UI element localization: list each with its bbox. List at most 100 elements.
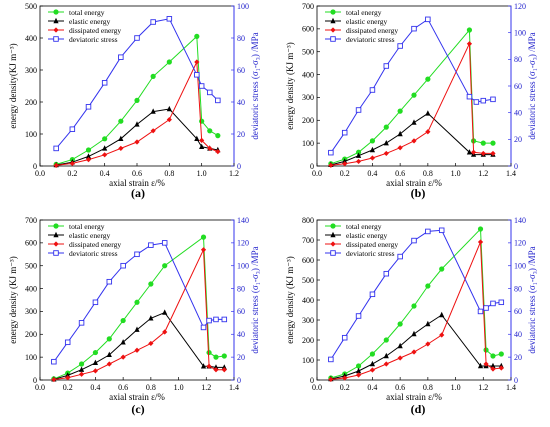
- data-point: [466, 41, 473, 47]
- y-tick-label: 300: [25, 66, 37, 75]
- data-point: [477, 362, 484, 369]
- x-tick-label: 0.0: [35, 169, 45, 178]
- data-point: [498, 299, 505, 306]
- x-axis-label: axial strain ε/%: [386, 392, 442, 402]
- series-dissipated-energy: [328, 41, 496, 168]
- y2-tick-label: 60: [237, 307, 245, 316]
- y-axis-label: energy density (KJ m⁻³): [285, 256, 295, 344]
- x-tick-label: 1.0: [197, 169, 207, 178]
- data-point: [215, 149, 221, 155]
- series-deviatoric-stress: [328, 16, 496, 156]
- data-point: [490, 300, 496, 307]
- y2-tick-label: 80: [237, 34, 245, 43]
- data-point: [397, 342, 403, 349]
- series-dissipated-energy: [328, 239, 504, 382]
- data-point: [425, 110, 431, 116]
- x-tick-label: 0.4: [100, 169, 110, 178]
- x-tick-label: 0.4: [367, 383, 377, 392]
- data-point: [206, 317, 212, 324]
- x-axis-label: axial strain ε/%: [386, 178, 442, 188]
- data-point: [148, 281, 154, 287]
- data-point: [383, 337, 389, 343]
- data-point: [397, 355, 403, 361]
- data-point: [102, 136, 108, 142]
- series-dissipated-energy: [51, 247, 227, 383]
- x-axis-label: axial strain ε/%: [109, 178, 165, 188]
- data-point: [194, 33, 200, 40]
- legend-label: dissipated energy: [69, 26, 121, 35]
- data-point: [397, 321, 403, 327]
- data-point: [92, 368, 99, 374]
- x-tick-label: 1.2: [478, 169, 488, 178]
- legend-marker: [330, 231, 336, 238]
- data-point: [78, 371, 85, 377]
- data-point: [483, 347, 489, 353]
- data-point: [369, 146, 376, 153]
- data-point: [480, 97, 487, 104]
- y-tick-label: 700: [302, 2, 314, 11]
- x-tick-label: 1.2: [229, 169, 239, 178]
- data-point: [355, 107, 362, 113]
- data-point: [425, 129, 431, 135]
- data-point: [397, 253, 403, 260]
- y2-tick-label: 140: [514, 216, 526, 225]
- data-point: [383, 63, 390, 69]
- y-tick-label: 500: [25, 2, 37, 11]
- y-tick-label: 400: [302, 70, 314, 79]
- data-point: [150, 108, 156, 114]
- y-tick-label: 600: [25, 239, 37, 248]
- y2-tick-label: 40: [237, 330, 245, 339]
- x-tick-label: 0.6: [395, 169, 405, 178]
- data-point: [213, 316, 219, 323]
- data-point: [161, 240, 168, 246]
- series-line: [330, 241, 502, 380]
- y2-tick-label: 60: [237, 66, 245, 75]
- y2-tick-label: 0: [237, 376, 241, 385]
- legend-label: deviatoric stress: [69, 35, 118, 44]
- data-point: [480, 150, 486, 157]
- series-deviatoric-stress: [51, 240, 228, 365]
- data-point: [194, 72, 200, 78]
- y-tick-label: 0: [310, 376, 314, 385]
- data-point: [369, 87, 376, 93]
- series-total-energy: [328, 27, 496, 167]
- y-tick-label: 500: [25, 262, 37, 271]
- data-point: [85, 157, 92, 163]
- data-point: [483, 361, 489, 367]
- data-point: [166, 117, 172, 123]
- x-tick-label: 1.2: [478, 383, 488, 392]
- y-tick-label: 500: [302, 276, 314, 285]
- x-tick-label: 0.8: [423, 169, 433, 178]
- x-tick-label: 0.0: [35, 383, 45, 392]
- y-tick-label: 0: [33, 162, 37, 171]
- x-tick-label: 0.8: [146, 383, 156, 392]
- data-point: [85, 147, 92, 153]
- y2-tick-label: 40: [237, 98, 245, 107]
- y2-tick-label: 40: [514, 330, 522, 339]
- legend-marker: [53, 17, 59, 24]
- data-point: [355, 372, 362, 378]
- data-point: [411, 303, 417, 309]
- y-tick-label: 400: [25, 284, 37, 293]
- x-axis-label: axial strain ε/%: [109, 392, 165, 402]
- data-point: [342, 375, 348, 381]
- data-point: [120, 262, 126, 269]
- x-tick-label: 0.2: [340, 169, 350, 178]
- data-point: [64, 339, 71, 346]
- y2-tick-label: 100: [237, 262, 249, 271]
- data-point: [369, 367, 376, 373]
- y2-tick-label: 60: [514, 307, 522, 316]
- legend-marker: [53, 250, 59, 256]
- data-point: [206, 89, 213, 96]
- legend-marker: [330, 241, 336, 247]
- y2-tick-label: 140: [237, 216, 249, 225]
- data-point: [383, 150, 389, 157]
- x-tick-label: 0.6: [395, 383, 405, 392]
- data-point: [78, 361, 85, 367]
- y2-axis-label: deviatoric stress (σ₁-σ₃) /MPa: [250, 246, 260, 353]
- data-point: [355, 367, 362, 374]
- data-point: [466, 149, 473, 155]
- legend-label: deviatoric stress: [346, 249, 395, 258]
- x-tick-label: 1.4: [506, 383, 516, 392]
- data-point: [118, 145, 124, 151]
